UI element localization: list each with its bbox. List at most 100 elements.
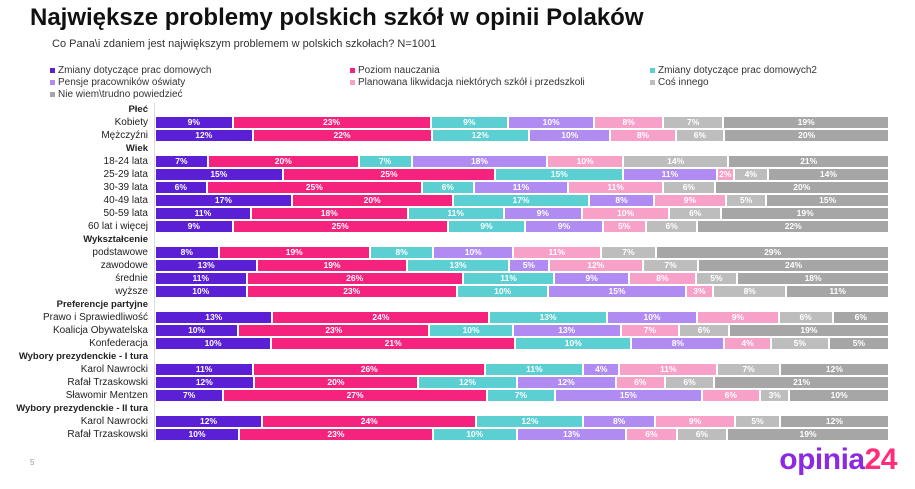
bar-segment: 13%	[517, 429, 628, 440]
stacked-bar: 17% 20% 17% 8% 9% 5% 15%	[156, 195, 888, 206]
bar-row: Rafał Trzaskowski 10% 23% 10% 13% 6% 6% 19%	[0, 428, 915, 441]
bar-segment: 6%	[665, 377, 716, 388]
bar-segment: 6%	[156, 182, 208, 193]
bar-segment: 4%	[584, 364, 621, 375]
bar-row: Sławomir Mentzen 7% 27% 7% 15% 6% 3% 10%	[0, 389, 915, 402]
bar-segment: 26%	[247, 273, 464, 284]
category-label: 30-39 lata	[103, 182, 148, 193]
bar-segment: 27%	[224, 390, 488, 401]
bar-segment: 8%	[611, 130, 677, 141]
bar-segment: 6%	[702, 390, 762, 401]
bar-segment: 24%	[263, 416, 478, 427]
bar-segment: 7%	[643, 260, 700, 271]
bar-segment: 19%	[722, 208, 888, 219]
bar-segment: 7%	[601, 247, 658, 258]
bar-segment: 5%	[510, 260, 550, 271]
bar-row: Konfederacja 10% 21% 10% 8% 4% 5% 5%	[0, 337, 915, 350]
bar-segment: 20%	[725, 130, 888, 141]
stacked-bar: 11% 18% 11% 9% 10% 6% 19%	[156, 208, 888, 219]
stacked-bar: 9% 25% 9% 9% 5% 6% 22%	[156, 221, 888, 232]
bar-segment: 8%	[630, 273, 697, 284]
legend-swatch	[50, 92, 55, 97]
bar-segment: 14%	[768, 169, 888, 180]
bar-row: Rafał Trzaskowski 12% 20% 12% 12% 6% 6% 21%	[0, 376, 915, 389]
bar-segment: 9%	[555, 273, 631, 284]
bar-segment: 12%	[156, 416, 264, 427]
category-label: 40-49 lata	[103, 195, 148, 206]
bar-segment: 7%	[359, 156, 413, 167]
legend-label: Nie wiem\trudno powiedzieć	[58, 89, 183, 100]
stacked-bar: 15% 25% 15% 11% 2% 4% 14%	[156, 169, 888, 180]
bar-segment: 11%	[463, 273, 556, 284]
bar-segment: 12%	[517, 377, 617, 388]
bar-segment: 11%	[408, 208, 505, 219]
bar-segment: 11%	[156, 208, 252, 219]
question-subtitle: Co Pana\i zdaniem jest największym probl…	[52, 38, 437, 50]
bar-segment: 5%	[829, 338, 888, 349]
bar-segment: 11%	[620, 364, 719, 375]
bar-segment: 6%	[779, 312, 834, 323]
bar-row: Kobiety 9% 23% 9% 10% 8% 7% 19%	[0, 116, 915, 129]
bar-segment: 6%	[670, 208, 723, 219]
bar-segment: 10%	[457, 286, 550, 297]
bar-segment: 10%	[156, 325, 240, 336]
bar-segment: 19%	[724, 117, 888, 128]
group-header-label: Wiek	[125, 143, 148, 154]
bar-segment: 10%	[790, 390, 888, 401]
bar-segment: 3%	[686, 286, 715, 297]
bar-segment: 12%	[780, 364, 888, 375]
bar-segment: 19%	[258, 260, 408, 271]
bar-segment: 4%	[725, 338, 772, 349]
bar-row: 18-24 lata 7% 20% 7% 18% 10% 14% 21%	[0, 155, 915, 168]
bar-segment: 24%	[699, 260, 888, 271]
axis-line	[154, 103, 155, 441]
bar-segment: 11%	[569, 182, 665, 193]
stacked-bar: 10% 23% 10% 13% 6% 6% 19%	[156, 429, 888, 440]
bar-segment: 29%	[657, 247, 888, 258]
bar-segment: 19%	[219, 247, 371, 258]
bar-segment: 6%	[680, 325, 730, 336]
bar-segment: 9%	[655, 416, 737, 427]
bar-segment: 6%	[616, 377, 666, 388]
bar-segment: 9%	[654, 195, 728, 206]
bar-segment: 18%	[251, 208, 409, 219]
bar-row: Prawo i Sprawiedliwość 13% 24% 13% 10% 9% 6% 6%	[0, 311, 915, 324]
stacked-bar: 10% 23% 10% 15% 3% 8% 11%	[156, 286, 888, 297]
bar-segment: 22%	[253, 130, 433, 141]
group-header-label: Wykształcenie	[83, 234, 148, 245]
bar-segment: 13%	[490, 312, 608, 323]
bar-segment: 7%	[487, 390, 557, 401]
legend-swatch	[50, 68, 55, 73]
stacked-bar: 12% 20% 12% 12% 6% 6% 21%	[156, 377, 888, 388]
stacked-bar: 10% 23% 10% 13% 7% 6% 19%	[156, 325, 888, 336]
bar-segment: 15%	[556, 390, 703, 401]
legend-label: Pensje pracowników oświaty	[58, 77, 186, 88]
bar-segment: 10%	[433, 429, 518, 440]
group-header: Wiek	[0, 142, 915, 155]
bar-segment: 19%	[728, 429, 888, 440]
bar-segment: 6%	[422, 182, 475, 193]
category-label: 50-59 lata	[103, 208, 148, 219]
category-label: Rafał Trzaskowski	[67, 377, 148, 388]
bar-segment: 15%	[496, 169, 625, 180]
bar-segment: 14%	[623, 156, 730, 167]
bar-segment: 8%	[584, 416, 656, 427]
group-header-label: Płeć	[128, 104, 148, 115]
bar-segment: 10%	[434, 247, 515, 258]
category-label: 18-24 lata	[103, 156, 148, 167]
bar-segment: 25%	[207, 182, 423, 193]
legend-label: Poziom nauczania	[358, 65, 440, 76]
bar-segment: 21%	[272, 338, 517, 349]
legend-swatch	[350, 68, 355, 73]
bar-segment: 25%	[233, 221, 449, 232]
page-number: 5	[30, 458, 35, 467]
bar-segment: 22%	[698, 221, 888, 232]
bar-row: 30-39 lata 6% 25% 6% 11% 11% 6% 20%	[0, 181, 915, 194]
bar-segment: 24%	[273, 312, 491, 323]
legend-swatch	[50, 80, 55, 85]
logo-text: opinia	[779, 443, 865, 476]
group-header: Płeć	[0, 103, 915, 116]
legend-item: Planowana likwidacja niektórych szkół i …	[350, 77, 585, 88]
stacked-bar: 6% 25% 6% 11% 11% 6% 20%	[156, 182, 888, 193]
legend-swatch	[350, 80, 355, 85]
